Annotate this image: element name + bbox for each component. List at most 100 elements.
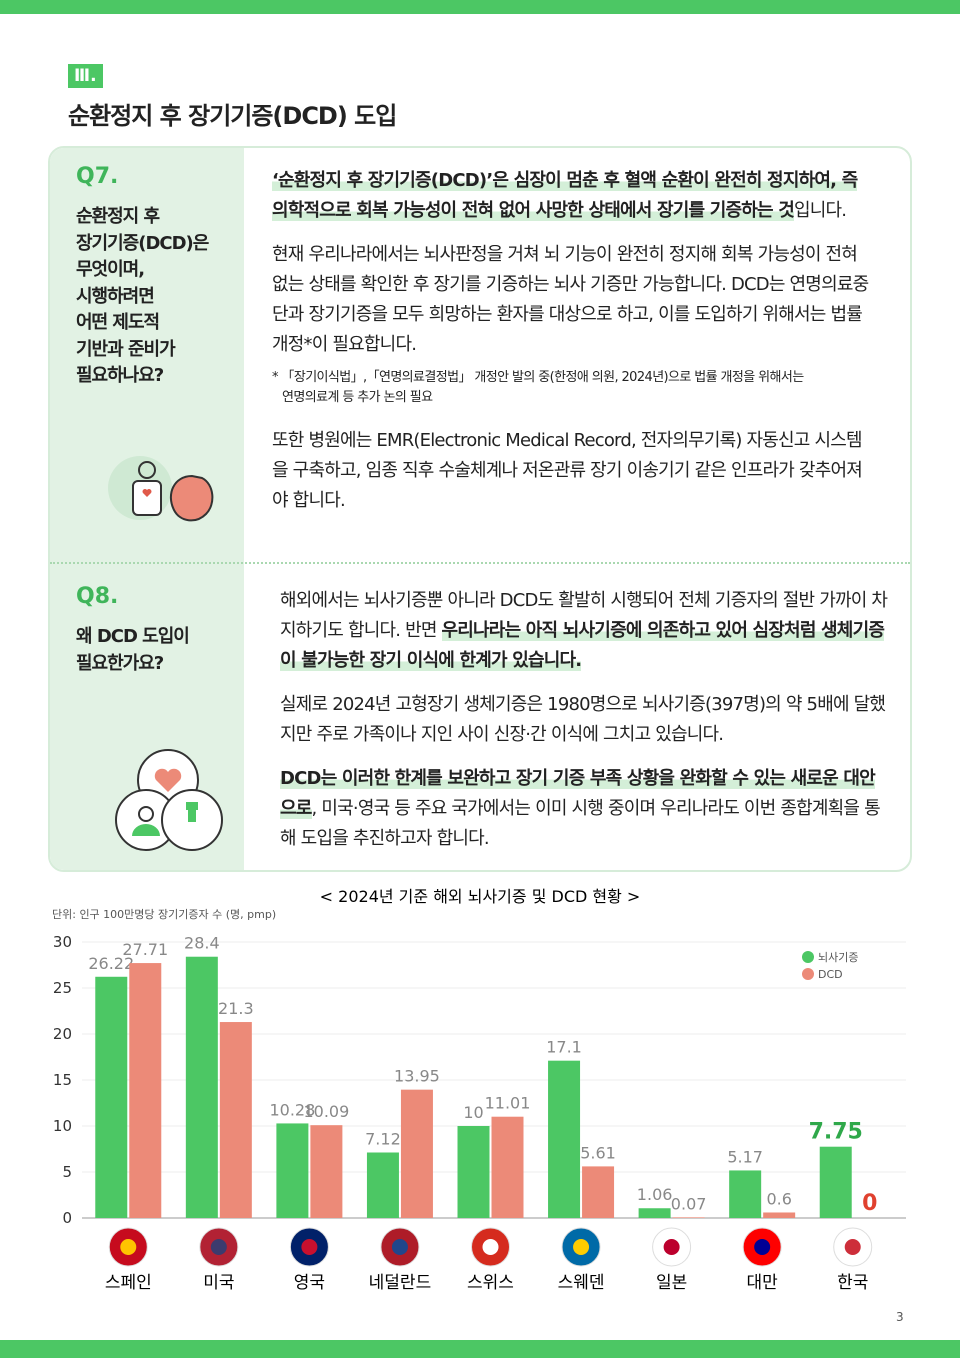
question-line: 장기기증(DCD)은 xyxy=(76,232,209,254)
bar xyxy=(185,956,218,1218)
paragraph: 현재 우리나라에서는 뇌사판정을 거쳐 뇌 기능이 완전히 정지해 회복 가능성… xyxy=(272,240,872,360)
bar xyxy=(129,963,162,1218)
text: 현재 우리나라에서는 뇌사판정을 거쳐 뇌 기능이 완전히 정지해 회복 가능성… xyxy=(272,244,869,355)
bar xyxy=(400,1089,433,1218)
legend-label: DCD xyxy=(818,968,843,981)
q-label: Q8. xyxy=(76,584,119,609)
bar xyxy=(276,1123,309,1218)
bar xyxy=(548,1060,581,1218)
flag-mark xyxy=(754,1239,771,1255)
page-title: 순환정지 후 장기기증(DCD) 도입 xyxy=(68,102,397,130)
x-tick-label: 영국 xyxy=(294,1273,325,1293)
y-tick-label: 0 xyxy=(62,1209,72,1227)
bar xyxy=(457,1126,490,1218)
chart-title: < 2024년 기준 해외 뇌사기증 및 DCD 현황 > xyxy=(320,887,641,906)
x-tick-label: 일본 xyxy=(656,1273,687,1293)
value-label: 7.12 xyxy=(365,1129,401,1148)
bottom-band xyxy=(0,1340,960,1358)
text: 입니다. xyxy=(794,200,847,221)
bar xyxy=(582,1166,615,1218)
value-label: 5.17 xyxy=(727,1147,763,1166)
value-label: 27.71 xyxy=(122,940,168,959)
y-tick-label: 25 xyxy=(53,979,72,997)
question-line: 시행하려면 xyxy=(76,285,155,307)
top-band xyxy=(0,0,960,14)
bar xyxy=(763,1212,796,1218)
value-label: 10.09 xyxy=(303,1102,349,1121)
question-line: 필요한가요? xyxy=(76,652,164,674)
question-line: 왜 DCD 도입이 xyxy=(76,626,190,647)
bar xyxy=(729,1170,762,1218)
value-label: 13.95 xyxy=(394,1067,440,1086)
paragraph: ‘순환정지 후 장기기증(DCD)’은 심장이 멈춘 후 혈액 순환이 완전히 … xyxy=(272,166,872,226)
q-label: Q7. xyxy=(76,164,119,189)
bar xyxy=(638,1208,671,1218)
paragraph: 실제로 2024년 고형장기 생체기증은 1980명으로 뇌사기증(397명)의… xyxy=(280,690,890,750)
value-label: 11.01 xyxy=(485,1094,531,1113)
x-tick-label: 네덜란드 xyxy=(369,1273,432,1293)
value-label: 21.3 xyxy=(218,999,254,1018)
highlight-text: ‘순환정지 후 장기기증(DCD)’은 심장이 멈춘 후 혈액 순환이 완전히 … xyxy=(272,170,858,221)
bar xyxy=(310,1125,343,1218)
bar xyxy=(491,1116,524,1218)
value-label: 17.1 xyxy=(546,1038,582,1057)
answer: ‘순환정지 후 장기기증(DCD)’은 심장이 멈춘 후 혈액 순환이 완전히 … xyxy=(272,166,872,530)
flag-mark xyxy=(844,1239,861,1255)
question-line: 기반과 준비가 xyxy=(76,338,176,360)
value-label: 0.07 xyxy=(671,1194,707,1213)
flag-mark xyxy=(301,1239,318,1255)
legend-swatch xyxy=(802,951,814,963)
value-label: 26.22 xyxy=(88,954,134,973)
paragraph: 해외에서는 뇌사기증뿐 아니라 DCD도 활발히 시행되어 전체 기증자의 절반… xyxy=(280,586,890,676)
flag-mark xyxy=(573,1239,590,1255)
footnote-line: 연명의료계 등 추가 논의 필요 xyxy=(282,390,433,405)
value-label: 28.4 xyxy=(184,934,220,953)
section-badge: Ⅲ. xyxy=(68,64,103,88)
legend-swatch xyxy=(802,968,814,980)
y-tick-label: 15 xyxy=(53,1071,72,1089)
answer: 해외에서는 뇌사기증뿐 아니라 DCD도 활발히 시행되어 전체 기증자의 절반… xyxy=(280,586,890,868)
value-label: 5.61 xyxy=(580,1143,616,1162)
flag-mark xyxy=(210,1239,227,1255)
page-number: 3 xyxy=(896,1310,904,1324)
text: , 미국·영국 등 주요 국가에서는 이미 시행 중이며 우리나라도 이번 종합… xyxy=(280,798,881,849)
paragraph: 또한 병원에는 EMR(Electronic Medical Record, 전… xyxy=(272,426,872,516)
value-label: 0.6 xyxy=(766,1189,791,1208)
x-tick-label: 스페인 xyxy=(105,1273,152,1293)
y-tick-label: 5 xyxy=(62,1163,72,1181)
separator xyxy=(50,562,910,564)
text: 해외에서는 뇌사기증뿐 아니라 DCD도 활발히 시행되어 전체 기증자의 절반… xyxy=(280,590,888,641)
donation-icon xyxy=(108,456,214,522)
x-tick-label: 스웨덴 xyxy=(558,1273,605,1293)
value-label: 7.75 xyxy=(809,1120,863,1145)
question-line: 어떤 제도적 xyxy=(76,312,160,333)
care-icon xyxy=(115,749,223,851)
bar xyxy=(366,1152,399,1218)
text: 또한 병원에는 EMR(Electronic Medical Record, 전… xyxy=(272,430,863,511)
flag-mark xyxy=(482,1239,499,1255)
bar xyxy=(95,976,128,1218)
bar xyxy=(672,1217,705,1218)
x-tick-label: 미국 xyxy=(203,1273,234,1293)
value-label: 10 xyxy=(463,1103,483,1122)
question-line: 필요하나요? xyxy=(76,365,164,386)
question-line: 순환정지 후 xyxy=(76,206,160,227)
flag-mark xyxy=(663,1239,680,1255)
legend-label: 뇌사기증 xyxy=(818,951,858,964)
value-label: 10.28 xyxy=(269,1100,315,1119)
footnote: * 「장기이식법」,「연명의료결정법」 개정안 발의 중(한정애 의원, 202… xyxy=(272,368,872,408)
footnote-line: * 「장기이식법」,「연명의료결정법」 개정안 발의 중(한정애 의원, 202… xyxy=(272,370,804,385)
chart: < 2024년 기준 해외 뇌사기증 및 DCD 현황 > 단위: 인구 100… xyxy=(52,887,906,1293)
question-line: 무엇이며, xyxy=(76,259,145,280)
y-tick-label: 10 xyxy=(53,1117,72,1135)
y-tick-label: 30 xyxy=(53,933,72,951)
x-tick-label: 스위스 xyxy=(467,1273,514,1293)
flag-mark xyxy=(391,1239,408,1255)
bar xyxy=(819,1146,852,1218)
flag-mark xyxy=(120,1239,137,1255)
paragraph: DCD는 이러한 한계를 보완하고 장기 기증 부족 상황을 완화할 수 있는 … xyxy=(280,764,890,854)
y-tick-label: 20 xyxy=(53,1025,72,1043)
